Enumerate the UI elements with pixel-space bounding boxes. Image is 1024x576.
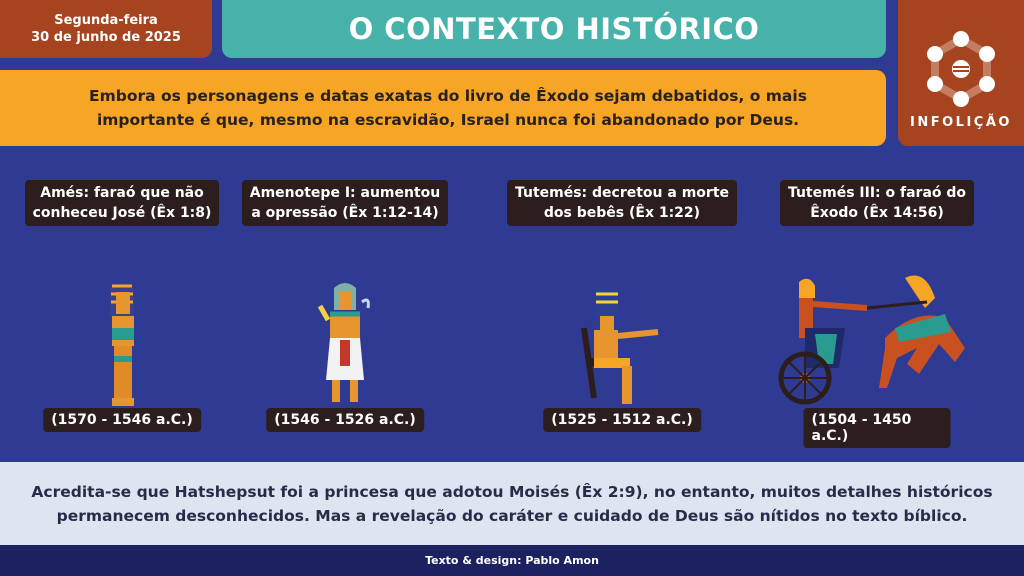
conclusion-line: permanecem desconhecidos. Mas a revelaçã… <box>56 506 968 525</box>
intro-box: Embora os personagens e datas exatas do … <box>0 70 886 146</box>
intro-line: importante é que, mesmo na escravidão, I… <box>96 111 800 129</box>
pharaoh-crook-flail-icon <box>317 283 370 402</box>
footer-credit: Texto & design: Pablo Amon <box>0 545 1024 576</box>
pharaoh-card: Tutemés III: o faraó do Êxodo (Êx 14:56) <box>757 180 997 408</box>
date: 30 de junho de 2025 <box>31 30 181 45</box>
pharaoh-card: Amenotepe I: aumentou a opressão (Êx 1:12… <box>225 180 465 408</box>
reign-years: (1525 - 1512 a.C.) <box>543 408 701 432</box>
pharaoh-label: Tutemés: decretou a morte dos bebês (Êx 1… <box>506 180 738 226</box>
pharaoh-card: Amés: faraó que não conheceu José (Êx 1:8… <box>2 180 242 408</box>
pharaoh-card: Tutemés: decretou a morte dos bebês (Êx 1… <box>502 180 742 408</box>
brand-box: INFOLIÇÃO <box>898 0 1024 146</box>
reign-years: (1570 - 1546 a.C.) <box>43 408 201 432</box>
pharaoh-label: Amenotepe I: aumentou a opressão (Êx 1:12… <box>241 180 449 226</box>
pharaoh-label: Amés: faraó que não conheceu José (Êx 1:8… <box>24 180 220 226</box>
pharaoh-chariot-icon <box>778 275 965 405</box>
infolicao-logo-icon <box>927 31 995 107</box>
reign-years: (1504 - 1450 a.C.) <box>803 408 951 448</box>
conclusion-line: Acredita-se que Hatshepsut foi a princes… <box>31 482 993 501</box>
pharaoh-label: Tutemés III: o faraó do Êxodo (Êx 14:56) <box>779 180 975 226</box>
date-box: Segunda-feira 30 de junho de 2025 <box>0 0 212 58</box>
conclusion-box: Acredita-se que Hatshepsut foi a princes… <box>0 462 1024 545</box>
weekday: Segunda-feira <box>54 13 158 28</box>
pharaoh-seated-icon <box>581 288 659 404</box>
intro-line: Embora os personagens e datas exatas do … <box>89 87 807 105</box>
reign-years: (1546 - 1526 a.C.) <box>266 408 424 432</box>
brand-name: INFOLIÇÃO <box>910 115 1012 130</box>
pharaoh-standing-icon <box>110 283 134 406</box>
page-title: O CONTEXTO HISTÓRICO <box>222 0 886 58</box>
